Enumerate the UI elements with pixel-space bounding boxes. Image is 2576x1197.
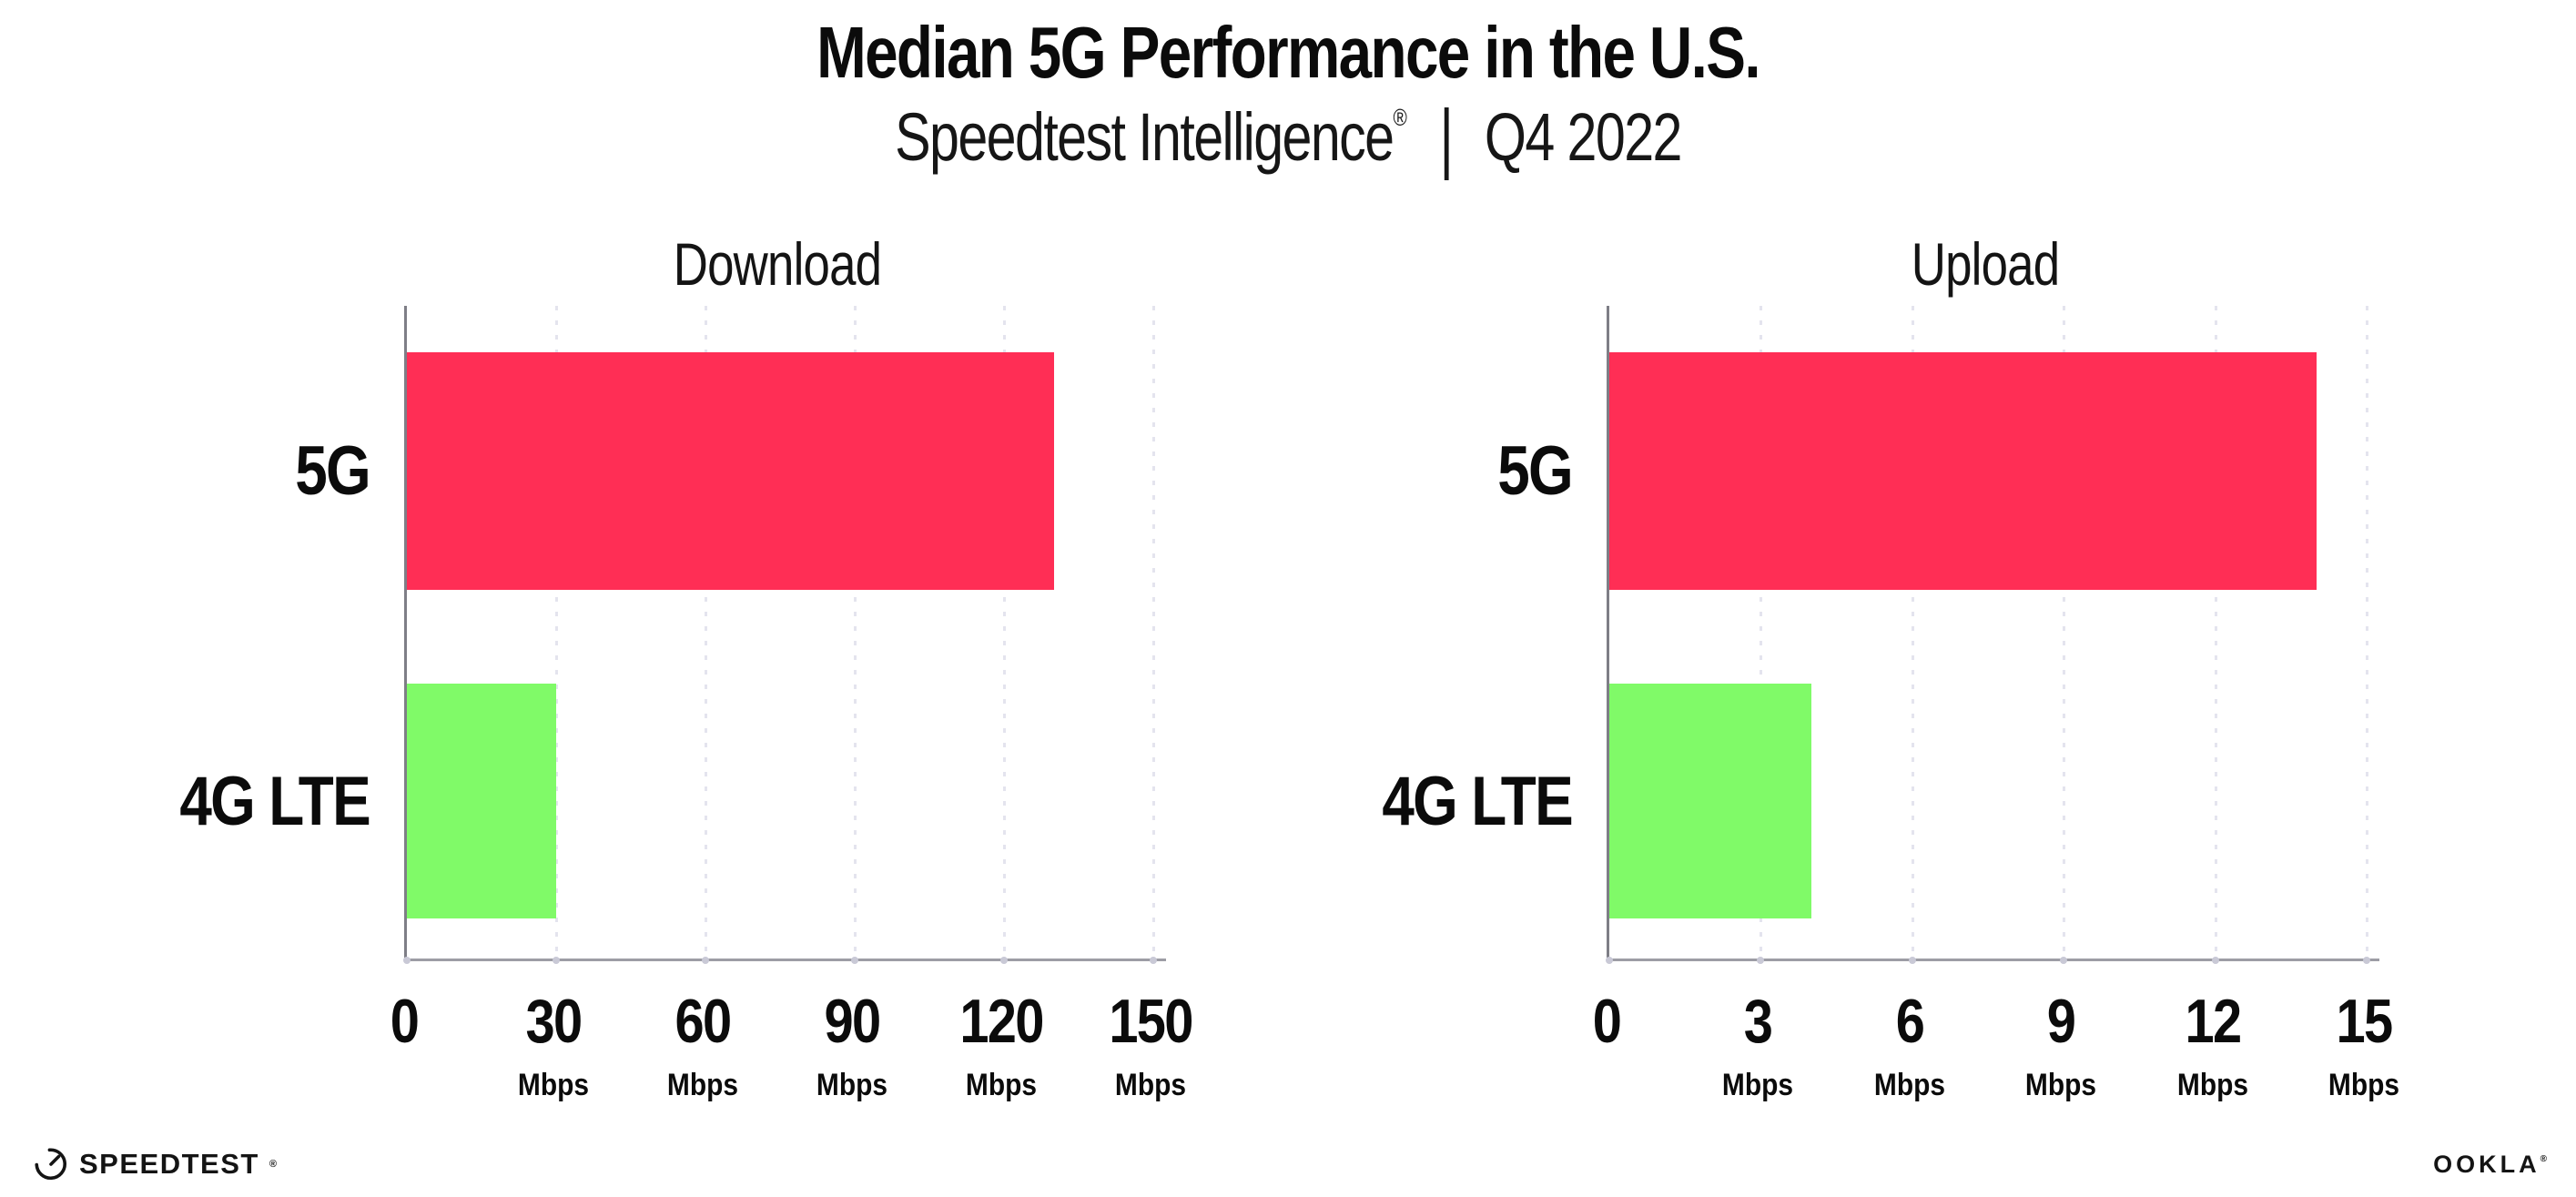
gridline (1152, 306, 1155, 959)
gridline (2063, 306, 2066, 959)
speedtest-logo: SPEEDTEST ® (33, 1146, 277, 1182)
speedtest-wordmark: SPEEDTEST (79, 1148, 259, 1180)
upload-4g-lte-bar (1609, 684, 1811, 918)
x-tick: 30 Mbps (517, 987, 590, 1102)
ookla-registered-mark: ® (2540, 1154, 2547, 1164)
upload-plot-area (1606, 306, 2379, 964)
tick-mark (1908, 957, 1916, 964)
x-tick: 0 (390, 987, 420, 1056)
upload-x-axis-ticks: 0 3 Mbps 6 Mbps 9 Mbps 12 Mbps 15 Mbps (1593, 986, 2399, 1122)
x-tick: 0 (1592, 987, 1622, 1056)
gridline (854, 306, 857, 959)
ookla-wordmark: OOKLA (2433, 1151, 2541, 1178)
download-chart: Download 5G 4G LTE 0 30 (0, 228, 1288, 1147)
x-tick: 9 Mbps (2025, 987, 2097, 1102)
tick-mark (2211, 957, 2219, 964)
x-tick: 6 Mbps (1873, 987, 1945, 1102)
gridline (705, 306, 707, 959)
ookla-logo: OOKLA® (2433, 1151, 2547, 1179)
x-tick: 12 Mbps (2176, 987, 2248, 1102)
tick-mark (1000, 957, 1008, 964)
speedtest-gauge-icon (35, 1148, 67, 1181)
x-tick: 150 Mbps (1109, 987, 1193, 1102)
upload-chart: Upload 5G 4G LTE 0 3 M (1293, 228, 2576, 1147)
download-4g-lte-bar (407, 684, 556, 918)
gridline (2366, 306, 2368, 959)
download-plot-area (403, 306, 1166, 964)
x-axis-spine (404, 959, 1166, 961)
speedtest-registered-mark: ® (269, 1159, 277, 1170)
download-5g-label: 5G (295, 432, 370, 510)
upload-4g-lte-label: 4G LTE (1382, 762, 1573, 840)
x-tick: 3 Mbps (1722, 987, 1794, 1102)
x-tick: 60 Mbps (666, 987, 739, 1102)
gridline (1003, 306, 1006, 959)
tick-mark (553, 957, 560, 964)
upload-5g-bar (1609, 352, 2317, 590)
tick-mark (403, 957, 411, 964)
gridline (555, 306, 558, 959)
tick-mark (851, 957, 858, 964)
gridline (1760, 306, 1763, 959)
download-x-axis-ticks: 0 30 Mbps 60 Mbps 90 Mbps 120 Mbps 150 M… (390, 986, 1194, 1122)
page-title: Median 5G Performance in the U.S. (816, 12, 1760, 93)
x-tick: 120 Mbps (959, 987, 1044, 1102)
x-tick: 15 Mbps (2328, 987, 2400, 1102)
tick-mark (702, 957, 709, 964)
subtitle-separator: | (1439, 93, 1453, 181)
x-axis-spine (1607, 959, 2379, 961)
tick-mark (1150, 957, 1157, 964)
gridline (1911, 306, 1914, 959)
tick-mark (1606, 957, 1613, 964)
download-chart-title: Download (673, 230, 882, 298)
tick-mark (1757, 957, 1765, 964)
download-5g-bar (407, 352, 1054, 590)
registered-mark: ® (1393, 104, 1407, 131)
upload-5g-label: 5G (1497, 432, 1573, 510)
upload-chart-title: Upload (1911, 230, 2060, 298)
subtitle-brand: Speedtest Intelligence (895, 99, 1394, 175)
x-tick: 90 Mbps (816, 987, 888, 1102)
tick-mark (2060, 957, 2068, 964)
subtitle-period: Q4 2022 (1484, 99, 1683, 175)
page-subtitle: Speedtest Intelligence® | Q4 2022 (258, 94, 2318, 180)
gridline (2214, 306, 2217, 959)
tick-mark (2363, 957, 2370, 964)
download-4g-lte-label: 4G LTE (179, 762, 370, 840)
